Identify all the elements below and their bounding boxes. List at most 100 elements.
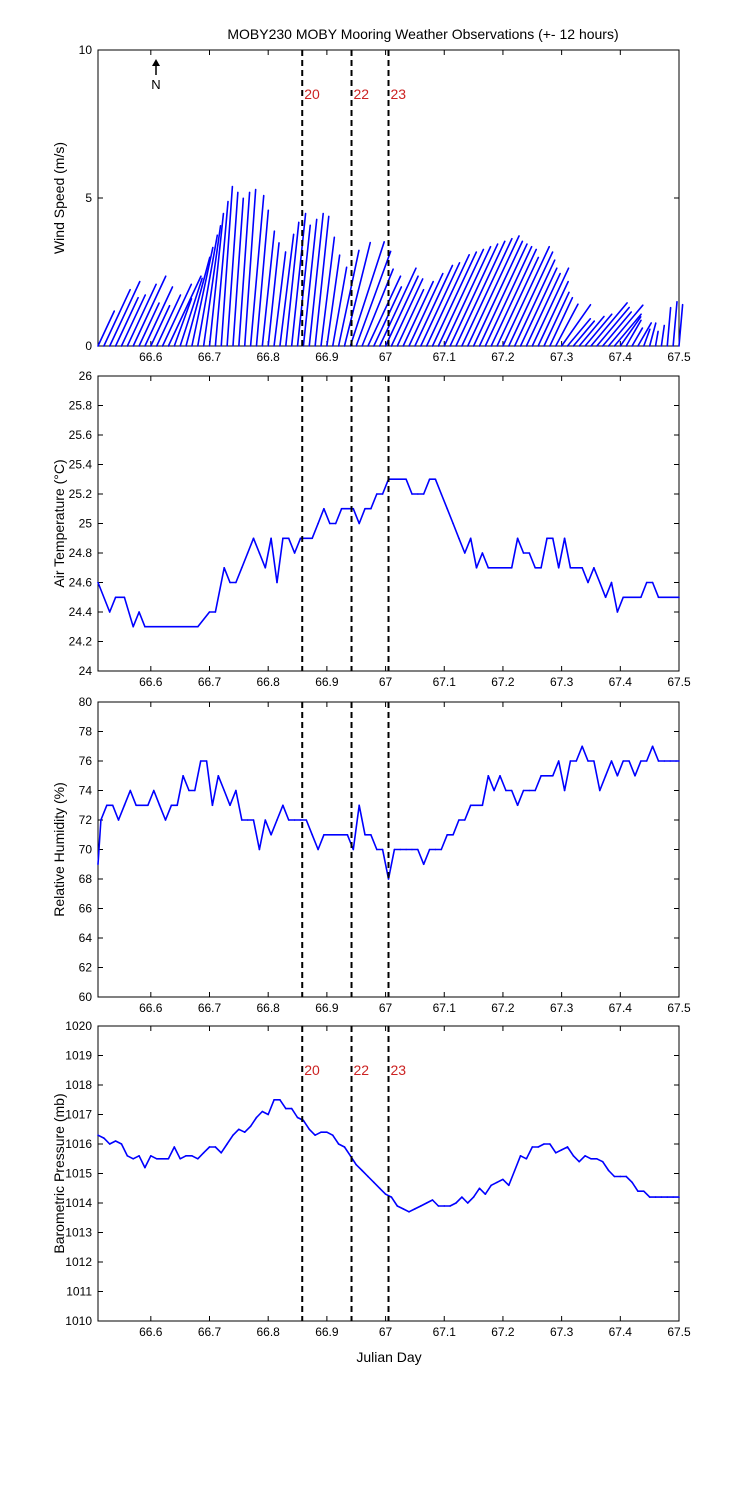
data-point [129, 789, 132, 792]
data-point [528, 552, 531, 554]
data-point [296, 1116, 299, 1119]
data-point [182, 774, 184, 777]
data-point [534, 789, 537, 792]
data-point [334, 833, 337, 836]
data-point [428, 478, 431, 481]
data-point [252, 537, 255, 540]
event-marker-label: 23 [391, 86, 407, 102]
wind-vector [678, 303, 684, 347]
wind-vector [343, 241, 372, 347]
x-tick-label: 66.9 [315, 1001, 339, 1015]
data-point [678, 596, 680, 599]
y-tick-label: 24 [79, 664, 93, 678]
data-point [240, 819, 243, 821]
y-tick-label: 68 [79, 872, 93, 886]
wind-vector [296, 224, 312, 347]
data-point [326, 1131, 328, 1133]
data-point [329, 522, 331, 525]
x-tick-label: 66.6 [139, 675, 163, 689]
data-point [340, 833, 343, 836]
data-point [176, 804, 179, 807]
wind-vector [255, 209, 270, 347]
data-point [355, 1163, 358, 1166]
data-line [97, 1099, 679, 1213]
data-point [287, 819, 290, 821]
wind-vector [619, 316, 642, 347]
wind-vector [120, 294, 147, 347]
data-point [625, 1175, 627, 1178]
data-point [642, 1190, 645, 1192]
data-point [487, 774, 490, 777]
data-point [422, 493, 425, 495]
x-tick-label: 67.5 [667, 1001, 691, 1015]
data-point [631, 1181, 633, 1184]
panels: 0 5 10 66.6 66.7 66.8 66.9 67 67.1 67.2 67.3 67.4 67… [51, 43, 691, 1339]
data-point [607, 1169, 610, 1172]
x-tick-label: 67 [379, 350, 393, 364]
wind-vector [349, 241, 385, 347]
data-point [534, 566, 537, 569]
x-tick-label: 67.5 [667, 675, 691, 689]
data-point [508, 1184, 510, 1187]
wind-vector [637, 322, 653, 347]
data-point [405, 478, 407, 481]
data-point [196, 625, 199, 628]
data-point [587, 760, 589, 762]
data-point [308, 1128, 311, 1131]
wind-vector [590, 302, 628, 347]
wind-vector [437, 248, 485, 347]
data-point [276, 581, 278, 584]
wind-vector [290, 212, 307, 347]
data-point [546, 537, 548, 540]
data-point [552, 537, 554, 540]
wind-speed-panel: 0 5 10 66.6 66.7 66.8 66.9 67 67.1 67.2 67.3 67.4 67… [51, 43, 691, 364]
x-axis-label: Julian Day [356, 1349, 421, 1365]
data-point [645, 581, 648, 584]
data-point [660, 1196, 663, 1198]
relative-humidity-panel: 60 62 64 66 68 70 72 74 76 78 80 66.6 66.7 66.8 66.9 67… [51, 695, 691, 1015]
data-point [628, 596, 630, 599]
wind-vector [478, 243, 528, 347]
data-point [299, 537, 302, 540]
data-point [452, 522, 454, 525]
wind-vector [443, 245, 492, 347]
data-point [235, 581, 237, 584]
data-point [279, 1098, 281, 1101]
data-point [399, 848, 402, 851]
y-tick-label: 26 [79, 369, 93, 383]
data-point [179, 1157, 181, 1160]
y-tick-label: 0 [85, 339, 92, 353]
y-axis-label: Wind Speed (m/s) [51, 142, 67, 254]
data-point [634, 596, 636, 599]
data-point [173, 1146, 176, 1148]
data-point [155, 1157, 158, 1160]
data-point [311, 833, 314, 836]
data-point [240, 566, 243, 569]
data-point [543, 1143, 545, 1145]
wind-vector [249, 194, 265, 347]
data-point [194, 789, 196, 792]
data-point [522, 552, 525, 554]
data-point [185, 1155, 187, 1157]
wind-vector [554, 303, 579, 347]
data-point [329, 833, 331, 836]
y-tick-label: 25.6 [69, 428, 93, 442]
data-point [290, 1107, 293, 1110]
x-tick-label: 67.5 [667, 350, 691, 364]
data-point [593, 760, 595, 762]
data-point [493, 789, 495, 792]
y-tick-label: 10 [79, 43, 93, 57]
data-point [393, 848, 396, 851]
wind-vector [331, 266, 348, 347]
data-point [505, 566, 507, 569]
data-point [106, 804, 108, 807]
wind-vector [672, 300, 678, 347]
data-point [581, 745, 583, 748]
data-point [484, 1193, 487, 1195]
wind-vector [455, 240, 506, 347]
x-tick-label: 67.2 [491, 675, 515, 689]
barometric-pressure-panel: 1010 1011 1012 1013 1014 1015 1016 1017 1018 1019… [51, 1019, 691, 1339]
data-point [657, 760, 660, 762]
data-point [622, 760, 625, 762]
data-point [513, 1169, 516, 1172]
